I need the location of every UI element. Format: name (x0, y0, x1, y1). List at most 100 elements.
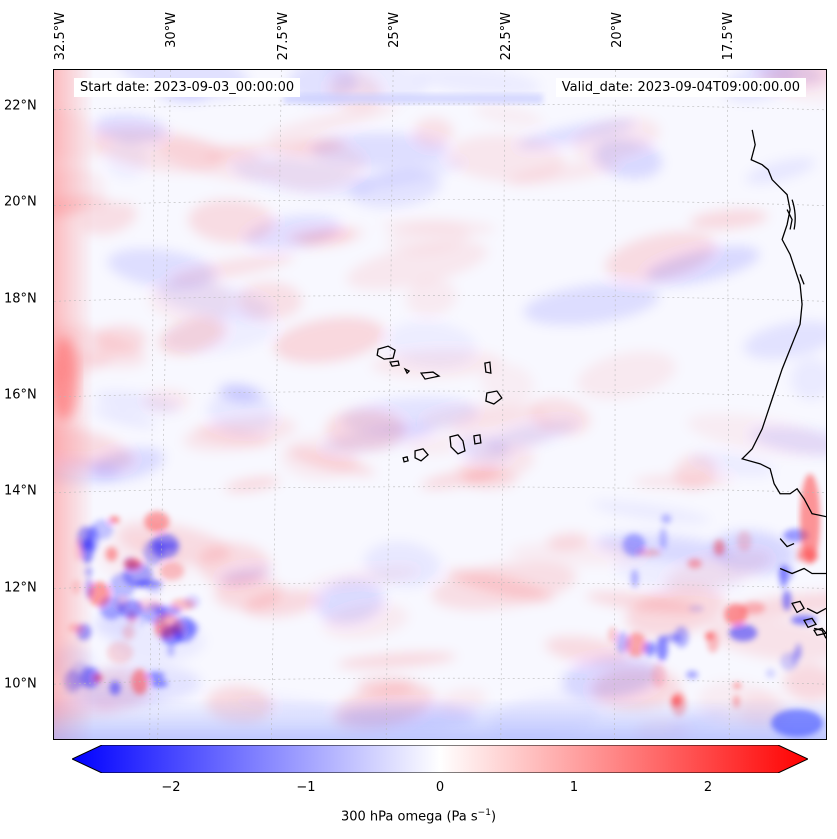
omega-patch (158, 317, 227, 355)
lon-label-30w: 30°W (164, 12, 179, 48)
parallel-14n (54, 486, 826, 494)
omega-patch (644, 245, 760, 286)
omega-fine-patch (622, 533, 646, 557)
omega-fine-patch (91, 519, 114, 540)
omega-patch (415, 70, 541, 97)
omega-fine-patch (625, 632, 647, 657)
omega-patch (591, 500, 711, 524)
island-sal (484, 361, 492, 374)
omega-fine-patch (170, 598, 195, 611)
omega-fine-patch (153, 613, 180, 638)
omega-patch (480, 363, 535, 405)
omega-patch (523, 283, 660, 326)
omega-fine-patch (687, 558, 702, 569)
omega-fine-patch (674, 626, 689, 648)
graticule (54, 70, 826, 739)
lon-label-32-5w: 32.5°W (53, 12, 68, 61)
parallel-18n (54, 295, 826, 302)
omega-fine-patch (144, 511, 170, 532)
right-positive-core (800, 473, 821, 564)
omega-fine-patch (643, 641, 656, 657)
omega-patch (267, 142, 365, 191)
omega-patch (561, 655, 660, 700)
omega-fine-patch (729, 624, 758, 642)
cape-blanc (786, 209, 793, 230)
island-sao-nicolau (419, 371, 441, 380)
island-santiago (449, 434, 466, 455)
gambia-coast (779, 567, 826, 575)
bottom-boundary-band (54, 698, 826, 739)
start-date-label: Start date: 2023-09-03_00:00:00 (74, 78, 301, 97)
omega-field-map (54, 70, 826, 739)
omega-patch (273, 317, 385, 364)
colorbar-tick-0: 0 (435, 780, 445, 795)
lon-label-17-5w: 17.5°W (721, 12, 736, 61)
omega-fine-patch (123, 558, 142, 570)
omega-patch (299, 227, 365, 249)
island-sao-vicente (389, 360, 400, 367)
parallel-22n (54, 103, 826, 111)
omega-patch (745, 157, 816, 185)
omega-patch (474, 104, 544, 127)
parallel-20n (54, 199, 826, 206)
lat-label-10n: 10°N (4, 676, 37, 692)
colorbar-tick-minus2: −2 (161, 780, 181, 795)
omega-patch (577, 351, 676, 400)
colorbar-tick-1: 1 (569, 780, 579, 795)
omega-patch (625, 586, 726, 637)
omega-fine-patch (704, 632, 713, 640)
lat-label-22n: 22°N (4, 98, 37, 114)
omega-patch (613, 551, 745, 593)
meridian-32-5w (149, 70, 156, 739)
meridian-17-5w (726, 70, 730, 739)
island-boa-vista (485, 390, 503, 405)
omega-fine-patch (630, 569, 639, 588)
parallel-16n (54, 390, 826, 398)
parallel-12n (54, 582, 826, 589)
colorbar-fill (72, 745, 808, 773)
meridian-27-5w (271, 70, 282, 739)
omega-fine-patch (737, 530, 752, 552)
omega-fine-patch (150, 679, 169, 688)
omega-patch (94, 325, 147, 355)
omega-patch (749, 426, 826, 457)
omega-patch (712, 530, 796, 575)
guinea-bissau-coast (806, 607, 826, 615)
bottom-right-negative-core (771, 709, 824, 738)
omega-fine-patch (780, 652, 798, 671)
omega-patch (219, 567, 270, 583)
bijagos-island-3 (813, 627, 826, 637)
omega-patch (405, 278, 457, 317)
lon-label-27-5w: 27.5°W (276, 12, 291, 61)
map-panel[interactable]: Start date: 2023-09-03_00:00:00 Valid_da… (53, 69, 827, 740)
meridian-20w (614, 70, 616, 739)
omega-patch (517, 119, 636, 149)
senegal-delta (779, 538, 795, 548)
omega-fine-patch (686, 670, 699, 679)
omega-patch (315, 578, 385, 624)
omega-patch (107, 248, 217, 289)
colorbar-label-end: ) (490, 809, 497, 825)
omega-fine-patch (143, 539, 165, 566)
lat-label-18n: 18°N (4, 291, 37, 307)
omega-patch (94, 390, 180, 414)
omega-fine-patches (63, 511, 819, 717)
left-positive-core (54, 337, 78, 421)
omega-patch (743, 320, 826, 360)
bijagos-island-2 (803, 617, 818, 629)
omega-fine-patch (659, 527, 667, 550)
island-fogo (414, 448, 429, 462)
omega-patch (91, 127, 224, 173)
lat-label-16n: 16°N (4, 387, 37, 403)
coastal-inlet (799, 274, 805, 285)
omega-patch (783, 663, 826, 702)
omega-patch (89, 447, 165, 482)
omega-fine-patch (167, 644, 175, 657)
omega-fine-patch (656, 635, 668, 662)
lat-label-12n: 12°N (4, 580, 37, 596)
lon-label-20w: 20°W (610, 12, 625, 48)
omega-patch (674, 454, 717, 490)
omega-patch (81, 202, 137, 235)
omega-fine-patch (134, 579, 163, 588)
coastlines (376, 129, 826, 639)
